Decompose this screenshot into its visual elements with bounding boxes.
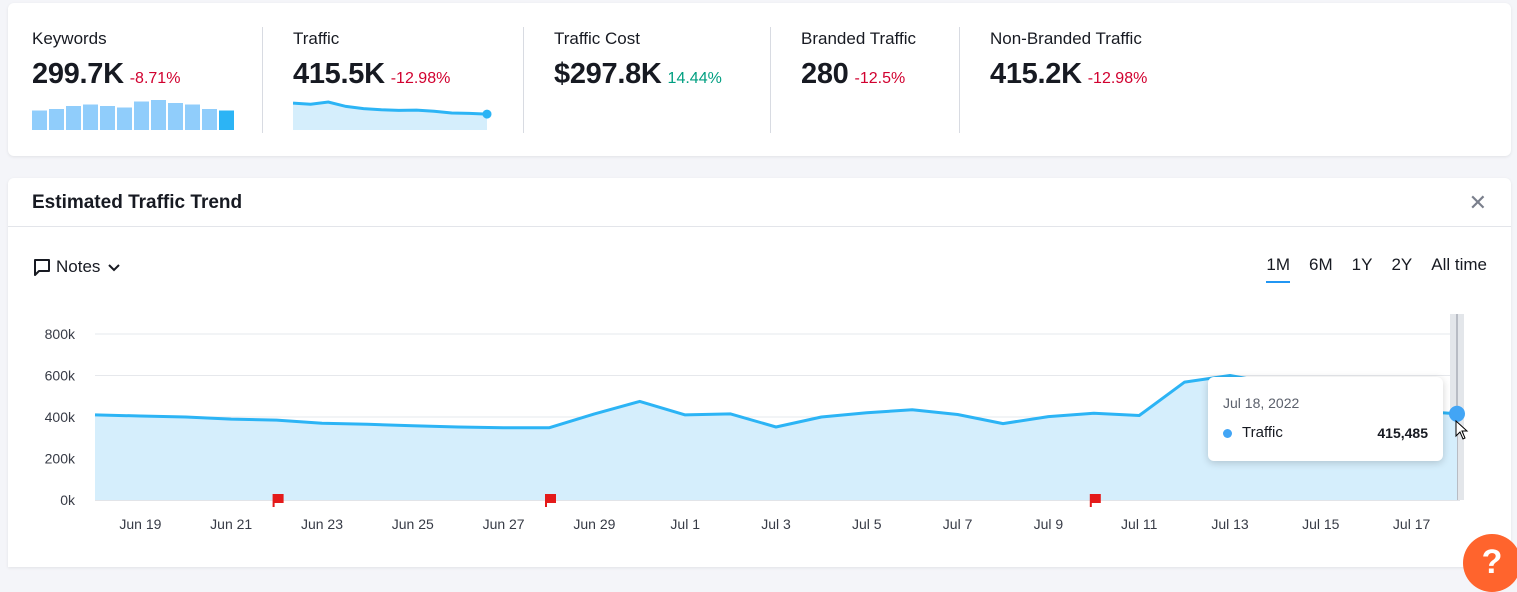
traffic-trend-chart[interactable]: 0k 200k 400k 600k 800k Jun 19 Jun 21 Jun 23 Jun … [8,178,1511,567]
spark-bar [117,107,132,130]
comment-icon [34,259,50,276]
spark-bar [202,109,217,130]
y-tick-label: 0k [60,492,76,508]
card-title: Estimated Traffic Trend [32,192,243,213]
metric-label: Keywords [32,29,107,48]
spark-bar [49,109,64,130]
summary-card: Keywords 299.7K -8.71% Traffic 415.5K -12.… [8,3,1511,156]
traffic-sparkline [293,100,492,130]
chevron-down-icon [108,264,121,272]
sparkline-end-dot [482,109,492,119]
spark-bar [66,106,81,130]
x-tick-label: Jul 9 [1034,516,1064,532]
x-tick-label: Jul 5 [852,516,882,532]
traffic-line [94,374,1458,430]
y-tick-label: 400k [45,409,76,425]
spark-bar [151,100,166,130]
metric-value: 415.2K -12.98% [990,58,1148,90]
notes-label: Notes [56,257,101,276]
tooltip-date: Jul 18, 2022 [1223,395,1300,411]
spark-bar [168,103,183,130]
metric-delta: -12.5% [854,70,906,87]
range-tab-1y[interactable]: 1Y [1351,255,1373,274]
note-flag-icon [545,494,556,507]
traffic-trend-card: Estimated Traffic Trend ✕ Notes 1M 6M 1Y… [8,178,1511,567]
x-tick-label: Jul 13 [1211,516,1249,532]
x-tick-label: Jun 27 [483,516,525,532]
metric-value: 415.5K -12.98% [293,58,451,90]
metric-label: Non-Branded Traffic [990,29,1142,48]
x-tick-label: Jun 19 [119,516,161,532]
chart-tooltip: Jul 18, 2022 Traffic 415,485 [1208,377,1443,461]
metric-label: Traffic Cost [554,29,640,48]
metric-delta: -12.98% [1087,70,1148,87]
metric-delta: -8.71% [129,70,181,87]
close-icon[interactable]: ✕ [1468,190,1487,215]
divider [262,27,263,133]
data-point [1449,405,1465,422]
divider [770,27,771,133]
spark-bar [32,110,47,130]
tooltip-series: Traffic [1242,424,1283,441]
mouse-cursor-icon [1455,420,1469,440]
range-tab-6m[interactable]: 6M [1309,255,1333,274]
x-tick-label: Jul 17 [1393,516,1431,532]
spark-bar [219,110,234,130]
divider [8,226,1511,227]
sparkline-area [293,102,487,130]
x-tick-label: Jul 15 [1302,516,1340,532]
range-tab-all-time[interactable]: All time [1431,255,1487,274]
notes-dropdown[interactable]: Notes [32,257,126,277]
y-tick-label: 200k [45,451,76,467]
range-tab-1m[interactable]: 1M [1266,255,1291,283]
x-tick-label: Jun 21 [210,516,252,532]
metric-value: 299.7K -8.71% [32,58,181,90]
y-tick-label: 600k [45,368,76,384]
spark-bar [83,104,98,130]
x-tick-label: Jun 25 [392,516,434,532]
series-dot-icon [1223,429,1232,438]
tooltip-value: 415,485 [1377,425,1428,441]
y-tick-label: 800k [45,326,76,342]
note-flag-icon [272,494,284,507]
range-tab-2y[interactable]: 2Y [1391,255,1413,274]
metric-label: Branded Traffic [801,29,916,48]
spark-bar [100,106,115,130]
spark-bar [134,101,149,130]
help-button[interactable]: ? [1463,534,1517,592]
range-tabs: 1M 6M 1Y 2Y All time [1266,255,1487,283]
metric-value: 280 -12.5% [801,58,906,90]
x-tick-label: Jun 23 [301,516,343,532]
sparkline-line [293,100,488,116]
note-flag-icon [1089,494,1101,507]
metric-delta: 14.44% [667,70,722,87]
metric-value: $297.8K 14.44% [554,58,722,90]
spark-bar [185,104,200,130]
keywords-sparkbars [32,100,234,130]
x-tick-label: Jul 3 [761,516,791,532]
traffic-area [95,375,1457,500]
x-tick-label: Jun 29 [573,516,615,532]
x-tick-label: Jul 11 [1121,516,1158,532]
metric-delta: -12.98% [390,70,451,87]
x-tick-label: Jul 7 [943,516,973,532]
metric-label: Traffic [293,29,340,48]
x-tick-label: Jul 1 [670,516,700,532]
divider [523,27,524,133]
divider [959,27,960,133]
